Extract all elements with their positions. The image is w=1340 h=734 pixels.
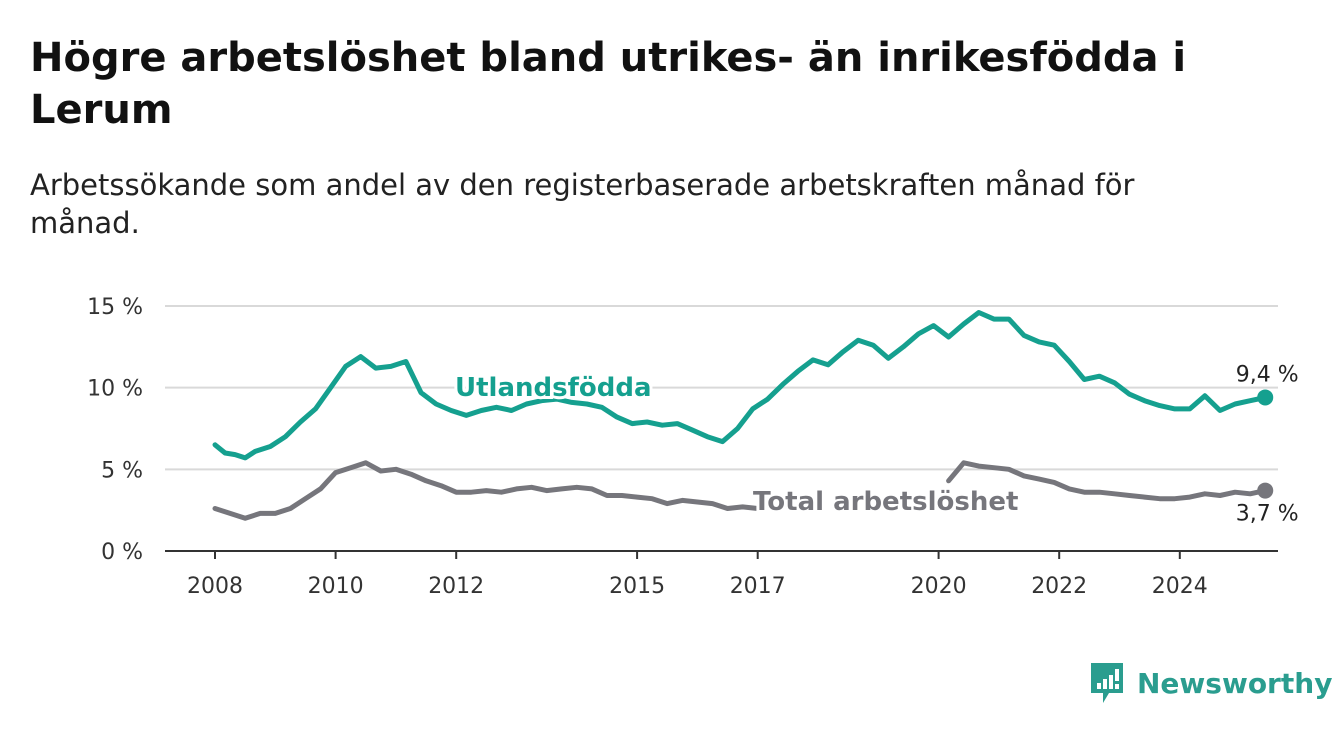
newsworthy-logo-icon [1091,663,1123,703]
x-tick-label: 2020 [911,574,967,599]
line-utlandsfodda [212,310,1268,461]
end-value-label-total-arbetsloshet: 3,7 % [1236,502,1299,527]
x-tick-label: 2010 [308,574,364,599]
x-tick-label: 2008 [187,574,243,599]
chart-title: Högre arbetslöshet bland utrikes- än inr… [30,35,1187,133]
y-tick-label: 5 % [101,458,143,483]
x-tick-label: 2015 [609,574,665,599]
series-lines [212,310,1274,521]
x-axis: 2008 2010 2012 2015 2017 2020 2022 2024 [165,550,1278,599]
x-tick-label: 2012 [428,574,484,599]
brand-name: Newsworthy [1137,666,1333,700]
y-tick-label: 0 % [101,540,143,565]
series-label-total-arbetsloshet: Total arbetslöshet [753,487,1018,517]
x-tick-label: 2024 [1152,574,1208,599]
brand-logo[interactable]: Newsworthy [1089,661,1332,705]
series-label-utlandsfodda: Utlandsfödda [455,373,652,403]
x-tick-label: 2022 [1031,574,1087,599]
series-labels: Utlandsfödda Total arbetslöshet 9,4 % 3,7 % [452,362,1299,527]
y-tick-label: 15 % [87,295,143,320]
chart-subtitle: Arbetssökande som andel av den registerb… [30,168,1135,240]
y-tick-label: 10 % [87,377,143,402]
end-point-total-arbetsloshet [1257,482,1274,499]
end-point-utlandsfodda [1257,389,1274,406]
end-value-label-utlandsfodda: 9,4 % [1236,362,1299,387]
line-total-arbetsloshet [212,460,761,521]
y-axis: 0 % 5 % 10 % 15 % [87,295,143,565]
line-total-arbetsloshet [946,460,1268,502]
x-tick-label: 2017 [730,574,786,599]
